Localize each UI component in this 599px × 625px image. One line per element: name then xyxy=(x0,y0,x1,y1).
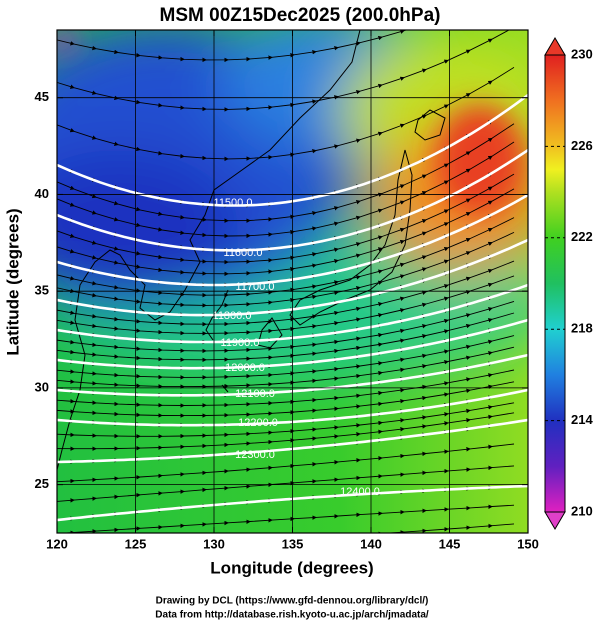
shade-magenta xyxy=(57,30,77,52)
x-tick-label: 120 xyxy=(46,536,68,551)
contour-line xyxy=(57,353,528,397)
contour-label: 11600.0 xyxy=(224,247,263,259)
x-tick-label: 150 xyxy=(517,536,539,551)
contour-line xyxy=(57,484,528,522)
field: 11500.0 11600.0 11700.0 11800.0 11900.0 12000… xyxy=(57,30,528,533)
y-tick-label: 30 xyxy=(35,379,49,394)
y-tick-label: 25 xyxy=(35,476,49,491)
credit-line: Data from http://database.rish.kyoto-u.a… xyxy=(155,610,429,621)
y-tick-label: 35 xyxy=(35,283,49,298)
y-tick-label: 45 xyxy=(35,89,49,104)
streamline xyxy=(70,523,515,533)
contour-line xyxy=(57,238,528,317)
contour-line xyxy=(57,318,528,370)
colorbar-tick-label: 230 xyxy=(571,46,593,61)
colorbar: 210 214 218 222 226 230 xyxy=(544,37,593,530)
colorbar-extend-bottom xyxy=(544,511,566,530)
colorbar-tick-label: 214 xyxy=(571,412,593,427)
contour-label: 11900.0 xyxy=(221,337,260,349)
y-tick-label: 40 xyxy=(35,186,49,201)
x-tick-label: 145 xyxy=(439,536,461,551)
contour-line xyxy=(57,93,528,207)
x-tick-label: 125 xyxy=(125,536,147,551)
contour-line xyxy=(57,193,528,287)
chart-title: MSM 00Z15Dec2025 (200.0hPa) xyxy=(160,5,441,26)
colorbar-scale xyxy=(544,54,566,513)
contour-line xyxy=(57,418,528,464)
colorbar-tick-label: 226 xyxy=(571,138,593,153)
x-tick-label: 130 xyxy=(203,536,225,551)
contour-line xyxy=(57,388,528,427)
contour-label: 12200.0 xyxy=(238,417,278,429)
credit-line: Drawing by DCL (https://www.gfd-dennou.o… xyxy=(156,596,429,607)
contour-line xyxy=(57,148,528,252)
contour-label: 12100.0 xyxy=(235,388,275,400)
contour-label: 12400.0 xyxy=(340,486,380,498)
colorbar-tick-label: 210 xyxy=(571,503,593,518)
contour-label: 11700.0 xyxy=(236,281,275,293)
x-tick-label: 135 xyxy=(282,536,304,551)
colorbar-tick-label: 218 xyxy=(571,321,593,336)
y-axis-label: Latitude (degrees) xyxy=(3,208,22,355)
x-axis-label: Longitude (degrees) xyxy=(210,558,373,577)
contour-label: 11500.0 xyxy=(214,197,253,209)
contour-label: 12000.0 xyxy=(225,362,265,374)
axes: 120 125 130 135 140 145 150 25 30 35 40 45 xyxy=(35,30,539,551)
contour-label: 12300.0 xyxy=(235,449,275,461)
contour-line xyxy=(57,283,528,344)
grid xyxy=(57,30,528,533)
contour-label: 11800.0 xyxy=(213,310,252,322)
x-tick-label: 140 xyxy=(360,536,382,551)
colorbar-extend-top xyxy=(544,37,566,56)
contour-lines: 11500.0 11600.0 11700.0 11800.0 11900.0 12000… xyxy=(57,93,528,522)
colorbar-tick-label: 222 xyxy=(571,229,593,244)
